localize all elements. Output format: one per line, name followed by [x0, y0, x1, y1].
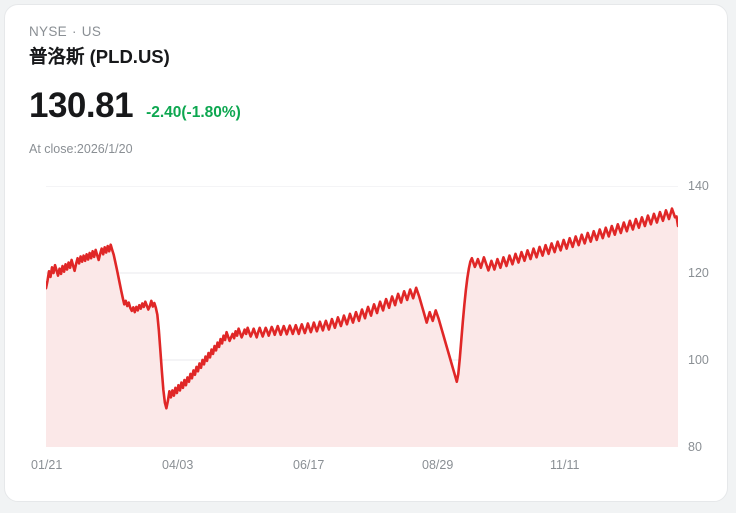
page-title: 普洛斯 (PLD.US) [29, 46, 170, 67]
y-axis-tick: 120 [688, 266, 709, 280]
chart-area-fill [46, 208, 678, 447]
chart-line [46, 207, 678, 410]
quote-header: NYSE · US 普洛斯 (PLD.US) 130.81 -2.40(-1.80%… [29, 23, 241, 157]
x-axis-tick: 04/03 [162, 458, 194, 472]
stock-quote-card: NYSE · US 普洛斯 (PLD.US) 130.81 -2.40(-1.80%… [4, 4, 728, 502]
exchange-label: NYSE [29, 24, 67, 39]
x-axis-tick: 06/17 [293, 458, 325, 472]
region-label: US [81, 24, 102, 39]
y-axis-tick: 140 [688, 179, 709, 193]
price-row: 130.81 -2.40(-1.80%) [29, 87, 241, 125]
x-axis-tick: 08/29 [422, 458, 454, 472]
price-chart[interactable]: 140 120 100 80 01/21 04/03 06/17 08/29 11/11 [5, 170, 727, 480]
separator-dot: · [71, 24, 77, 39]
y-axis-tick: 100 [688, 353, 709, 367]
price-change: -2.40(-1.80%) [146, 104, 241, 121]
y-axis-tick: 80 [688, 440, 702, 454]
x-axis-tick: 01/21 [31, 458, 63, 472]
market-status-note: At close:2026/1/20 [29, 142, 133, 156]
chart-plot-area[interactable] [46, 186, 678, 447]
exchange-region-line: NYSE · US [29, 23, 241, 41]
x-axis-tick: 11/11 [550, 458, 580, 472]
chart-svg [46, 186, 678, 447]
last-price: 130.81 [29, 86, 134, 125]
